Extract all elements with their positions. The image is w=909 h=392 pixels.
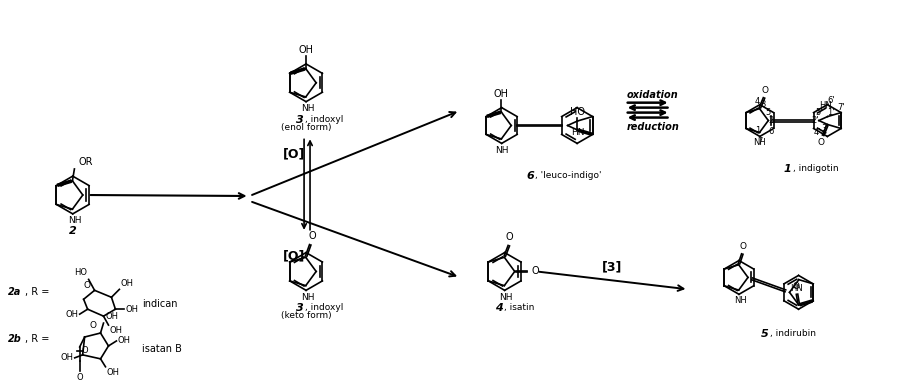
Text: O: O (84, 281, 91, 290)
Text: OH: OH (65, 310, 79, 319)
Text: NH: NH (500, 292, 513, 301)
Text: , indoxyl: , indoxyl (305, 114, 344, 123)
Text: 5: 5 (761, 329, 769, 339)
Text: 3: 3 (296, 114, 305, 125)
Text: 3: 3 (760, 100, 765, 109)
Text: reduction: reduction (627, 122, 680, 132)
Text: O: O (505, 232, 513, 242)
Text: [3]: [3] (603, 260, 623, 274)
Text: O: O (76, 373, 83, 382)
Text: 2: 2 (769, 116, 774, 125)
Text: 4: 4 (494, 303, 503, 313)
Text: , 'leuco-indigo': , 'leuco-indigo' (535, 171, 602, 180)
Text: 7: 7 (757, 137, 763, 146)
Text: 4: 4 (754, 97, 759, 106)
Text: O: O (739, 242, 746, 251)
Text: , indirubin: , indirubin (770, 329, 815, 338)
Text: OH: OH (105, 312, 118, 321)
Text: OH: OH (298, 45, 314, 55)
Text: oxidation: oxidation (627, 90, 678, 100)
Text: 5': 5' (815, 108, 824, 117)
Text: 1: 1 (755, 126, 760, 135)
Text: , indoxyl: , indoxyl (305, 303, 344, 312)
Text: 4': 4' (814, 128, 822, 137)
Text: O: O (309, 231, 316, 241)
Text: HO: HO (570, 107, 584, 117)
Text: HN: HN (791, 284, 804, 292)
Text: O: O (89, 321, 96, 330)
Text: OH: OH (109, 326, 123, 335)
Text: 1': 1' (827, 108, 834, 117)
Text: (keto form): (keto form) (281, 311, 332, 320)
Text: , isatin: , isatin (504, 303, 534, 312)
Text: O: O (761, 86, 768, 95)
Text: OH: OH (125, 305, 138, 314)
Text: NH: NH (734, 296, 747, 305)
Text: HN: HN (819, 101, 832, 110)
Text: O: O (532, 267, 539, 276)
Text: 2: 2 (69, 226, 76, 236)
Text: HO: HO (74, 269, 86, 278)
Text: OH: OH (117, 336, 130, 345)
Text: OH: OH (120, 279, 134, 289)
Text: 5: 5 (765, 108, 770, 117)
Text: , indigotin: , indigotin (793, 164, 838, 173)
Text: 6: 6 (526, 171, 534, 181)
Text: 3': 3' (822, 124, 829, 133)
Text: NH: NH (301, 292, 315, 301)
Text: 2': 2' (811, 116, 819, 125)
Text: NH: NH (754, 138, 766, 147)
Text: 6': 6' (827, 96, 835, 105)
Text: 6: 6 (768, 127, 774, 136)
Text: 1: 1 (784, 164, 792, 174)
Text: [O]: [O] (283, 148, 305, 161)
Text: HN: HN (571, 128, 584, 137)
Text: , R =: , R = (25, 287, 49, 297)
Text: NH: NH (494, 146, 508, 155)
Text: O: O (817, 138, 824, 147)
Text: 7': 7' (837, 103, 844, 112)
Text: indican: indican (142, 299, 178, 309)
Text: OH: OH (106, 368, 119, 377)
Text: NH: NH (301, 104, 315, 113)
Text: OR: OR (78, 157, 93, 167)
Text: , R =: , R = (25, 334, 49, 344)
Text: (enol form): (enol form) (281, 123, 331, 132)
Text: O: O (82, 347, 88, 356)
Text: 2a: 2a (8, 287, 22, 297)
Text: [O]: [O] (283, 249, 305, 262)
Text: 2b: 2b (8, 334, 22, 344)
Text: 3: 3 (296, 303, 305, 313)
Text: OH: OH (61, 353, 74, 362)
Text: OH: OH (494, 89, 509, 99)
Text: O: O (793, 282, 799, 291)
Text: isatan B: isatan B (142, 344, 182, 354)
Text: NH: NH (67, 216, 81, 225)
